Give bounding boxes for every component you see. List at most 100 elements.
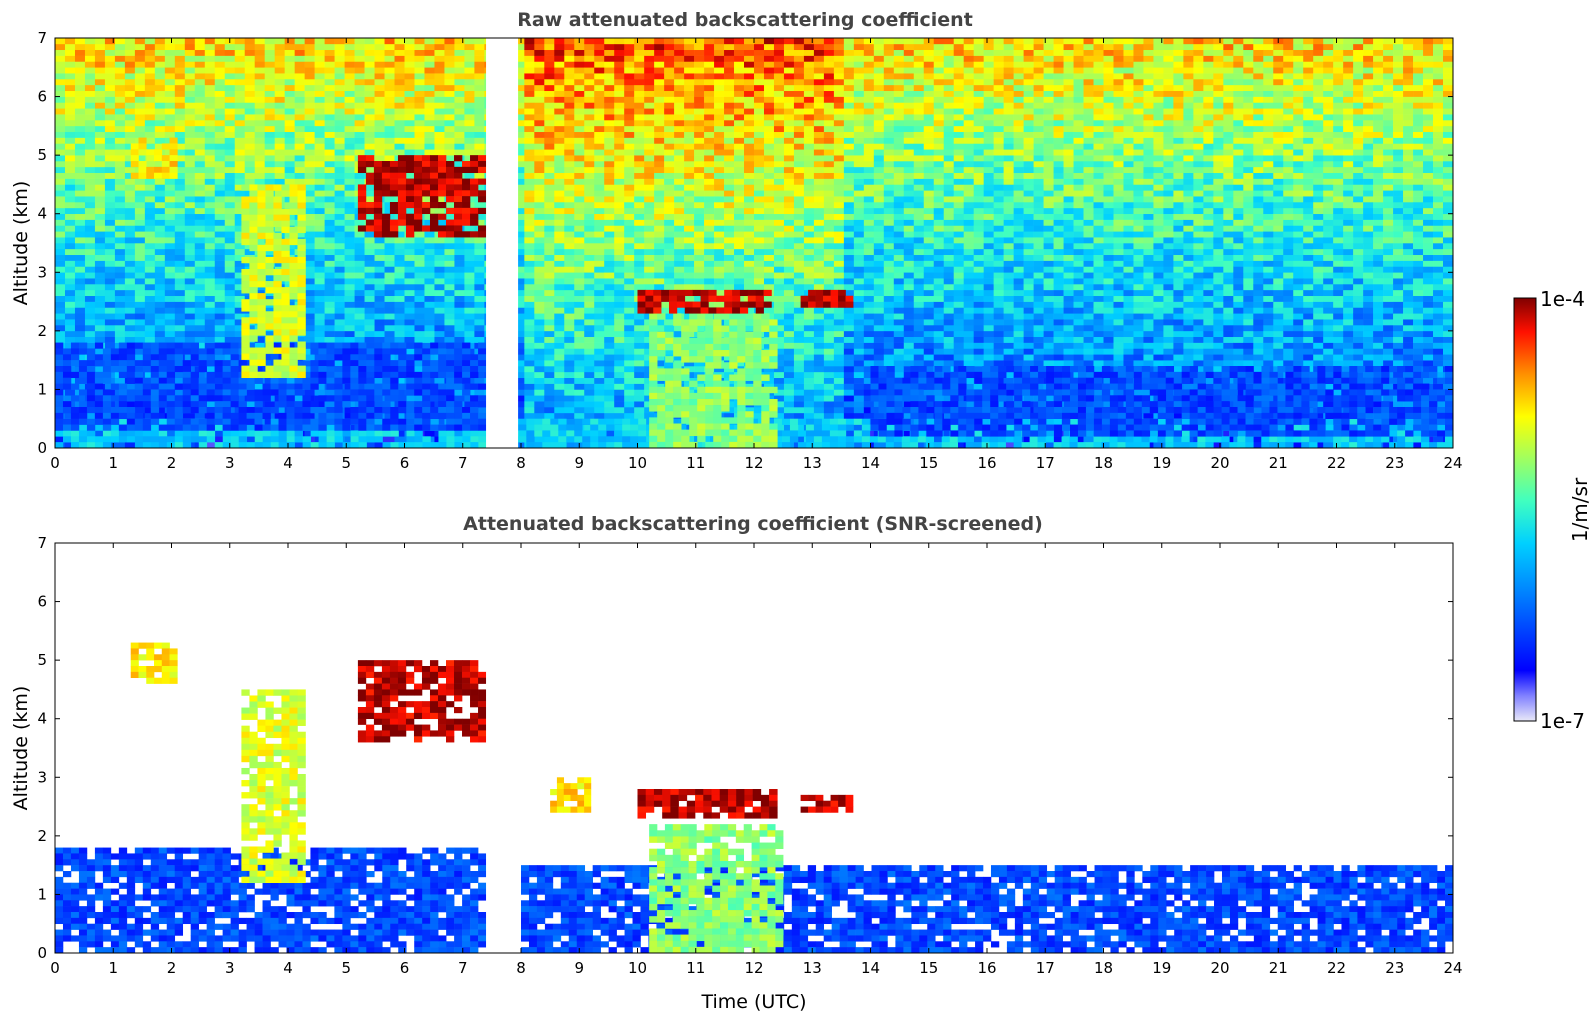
background-cell	[304, 254, 315, 261]
background-cell	[604, 67, 615, 74]
background-cell	[214, 260, 226, 267]
background-cell	[284, 301, 295, 308]
background-cell	[744, 67, 755, 74]
background-cell	[704, 61, 715, 68]
background-cell	[454, 120, 465, 127]
background-cell	[84, 184, 96, 191]
background-cell	[384, 49, 395, 56]
background-cell	[104, 120, 116, 127]
background-cell	[194, 96, 206, 103]
background-cell	[644, 172, 655, 179]
background-cell	[134, 84, 146, 92]
background-cell	[594, 225, 605, 232]
background-cell	[604, 395, 615, 402]
background-cell	[404, 137, 415, 144]
background-cell	[664, 266, 675, 273]
background-cell	[514, 143, 525, 150]
background-cell	[614, 108, 625, 115]
background-cell	[634, 96, 645, 103]
background-cell	[184, 114, 196, 121]
background-cell	[244, 149, 256, 156]
background-cell	[374, 272, 385, 279]
background-cell	[404, 207, 415, 215]
background-cell	[584, 143, 595, 150]
background-cell	[574, 395, 585, 402]
background-cell	[524, 231, 535, 238]
background-cell	[464, 237, 475, 244]
background-cell	[384, 260, 395, 267]
background-cell	[584, 325, 595, 332]
background-cell	[94, 143, 106, 150]
background-cell	[594, 243, 605, 250]
background-cell	[294, 395, 305, 402]
background-cell	[434, 278, 445, 285]
background-cell	[334, 266, 345, 273]
background-cell	[134, 336, 146, 343]
background-cell	[664, 149, 675, 156]
background-cell	[374, 295, 385, 302]
background-cell	[344, 67, 355, 74]
background-cell	[654, 272, 665, 279]
background-cell	[344, 330, 355, 338]
background-cell	[574, 90, 585, 97]
background-cell	[344, 137, 355, 144]
background-cell	[654, 178, 665, 185]
background-cell	[574, 213, 585, 220]
background-cell	[514, 383, 525, 390]
background-cell	[544, 38, 555, 45]
background-cell	[184, 260, 196, 267]
background-cell	[174, 190, 186, 197]
background-cell	[394, 430, 405, 437]
background-cell	[394, 38, 405, 45]
background-cell	[134, 196, 146, 203]
background-cell	[564, 149, 575, 156]
background-cell	[514, 190, 525, 197]
background-cell	[614, 161, 625, 168]
background-cell	[654, 243, 665, 250]
background-cell	[304, 266, 315, 273]
background-cell	[634, 248, 645, 256]
background-cell	[244, 325, 256, 332]
background-cell	[84, 319, 96, 326]
background-cell	[694, 79, 705, 86]
background-cell	[294, 61, 305, 68]
background-cell	[534, 184, 545, 191]
background-cell	[544, 131, 555, 138]
background-cell	[194, 202, 206, 209]
background-cell	[644, 131, 655, 138]
background-cell	[154, 213, 166, 220]
background-cell	[704, 166, 715, 174]
background-cell	[534, 325, 545, 332]
background-cell	[174, 278, 186, 285]
background-cell	[614, 424, 625, 431]
background-cell	[204, 336, 216, 343]
background-cell	[414, 278, 425, 285]
background-cell	[304, 295, 315, 302]
background-cell	[104, 38, 116, 45]
background-cell	[214, 172, 226, 179]
background-cell	[314, 225, 325, 232]
background-cell	[334, 313, 345, 320]
background-cell	[104, 166, 116, 174]
background-cell	[424, 219, 435, 226]
background-cell	[574, 389, 585, 396]
background-cell	[684, 55, 695, 62]
background-cell	[684, 38, 695, 45]
background-cell	[614, 395, 625, 402]
background-cell	[404, 289, 415, 297]
background-cell	[614, 178, 625, 185]
background-cell	[694, 219, 705, 226]
background-cell	[144, 407, 156, 414]
background-cell	[124, 289, 136, 297]
background-cell	[414, 114, 425, 121]
background-cell	[144, 260, 156, 267]
background-cell	[614, 243, 625, 250]
background-cell	[604, 377, 615, 384]
background-cell	[724, 84, 735, 92]
background-cell	[634, 38, 645, 45]
background-cell	[144, 73, 156, 80]
background-cell	[124, 442, 136, 449]
background-cell	[524, 202, 535, 209]
background-cell	[574, 243, 585, 250]
background-cell	[624, 383, 635, 390]
